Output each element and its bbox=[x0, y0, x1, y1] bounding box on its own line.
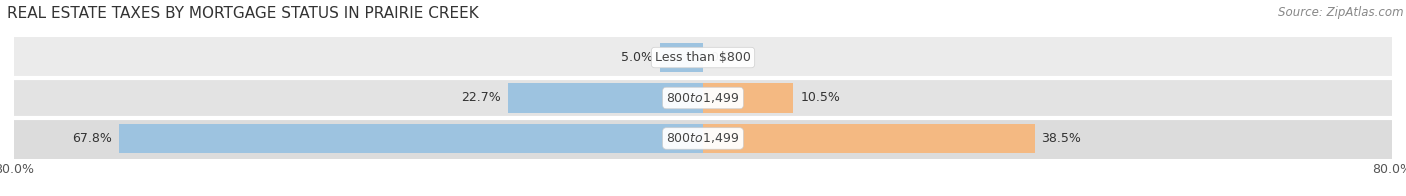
Bar bbox=[14, 78, 1392, 118]
Text: 5.0%: 5.0% bbox=[621, 51, 652, 64]
Text: 10.5%: 10.5% bbox=[800, 92, 841, 104]
Bar bbox=[508, 83, 703, 113]
Bar bbox=[659, 43, 703, 72]
Bar bbox=[14, 118, 1392, 159]
Text: Source: ZipAtlas.com: Source: ZipAtlas.com bbox=[1278, 6, 1403, 19]
Text: 0.0%: 0.0% bbox=[710, 51, 742, 64]
Text: $800 to $1,499: $800 to $1,499 bbox=[666, 132, 740, 145]
Bar bbox=[120, 124, 703, 153]
Text: 67.8%: 67.8% bbox=[72, 132, 112, 145]
Text: 22.7%: 22.7% bbox=[461, 92, 501, 104]
Bar bbox=[703, 124, 1035, 153]
Text: Less than $800: Less than $800 bbox=[655, 51, 751, 64]
Bar bbox=[703, 83, 793, 113]
Text: REAL ESTATE TAXES BY MORTGAGE STATUS IN PRAIRIE CREEK: REAL ESTATE TAXES BY MORTGAGE STATUS IN … bbox=[7, 6, 479, 21]
Bar bbox=[14, 37, 1392, 78]
Text: $800 to $1,499: $800 to $1,499 bbox=[666, 91, 740, 105]
Text: 38.5%: 38.5% bbox=[1042, 132, 1081, 145]
